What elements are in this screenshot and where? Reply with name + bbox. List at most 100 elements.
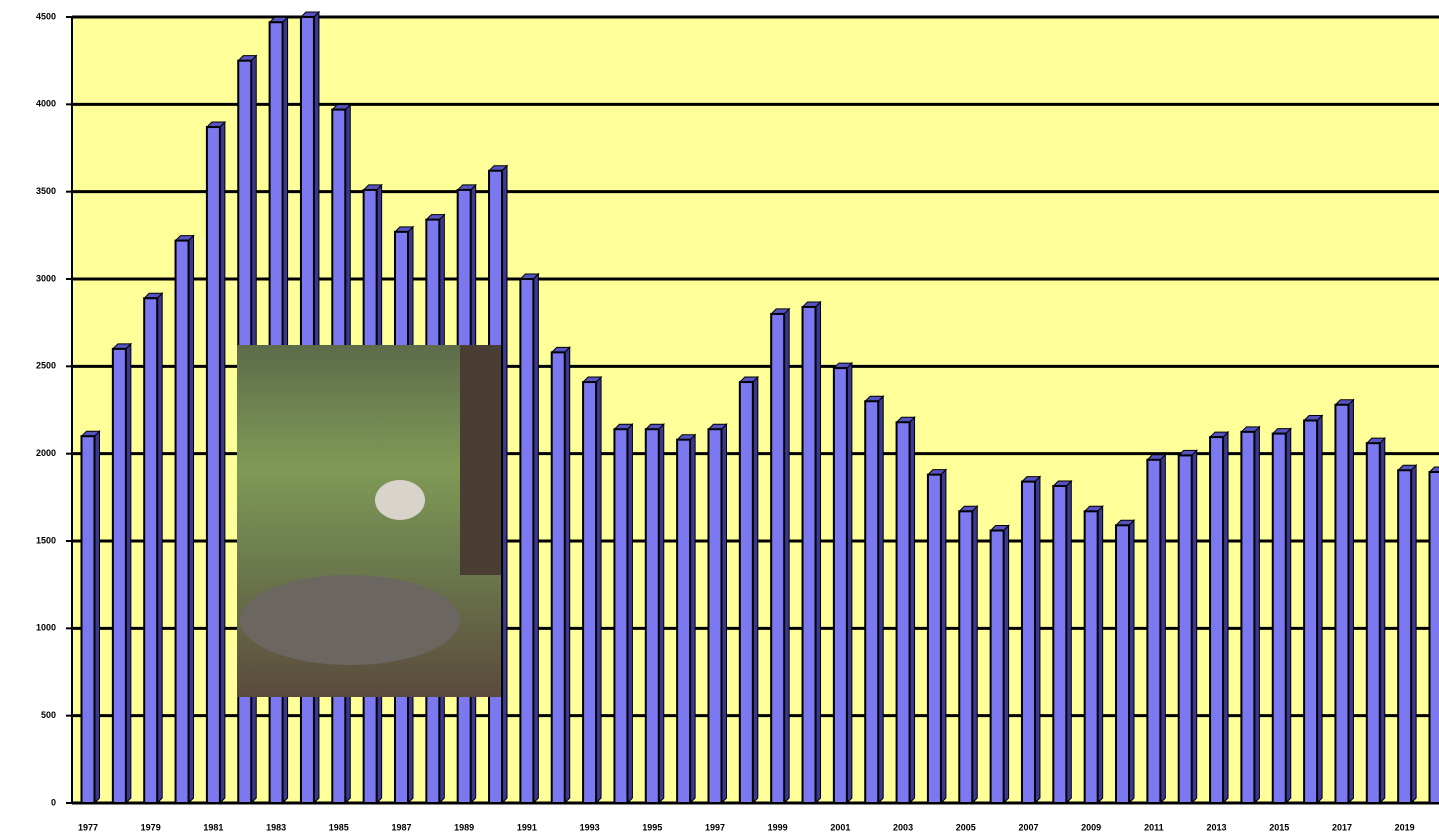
bar-group <box>738 375 760 805</box>
bar-group <box>581 375 603 805</box>
y-tick-label: 3000 <box>36 273 56 283</box>
x-tick-label: 2019 <box>1395 822 1415 832</box>
y-tick-label: 1500 <box>36 535 56 545</box>
bar <box>143 297 159 804</box>
y-tick-label: 4000 <box>36 99 56 109</box>
bar <box>1334 403 1350 804</box>
bar <box>1240 430 1256 804</box>
x-tick-label: 1987 <box>391 822 411 832</box>
x-tick-label: 1995 <box>642 822 662 832</box>
x-tick-label: 1993 <box>580 822 600 832</box>
bar-group <box>550 346 571 805</box>
bar-group <box>1146 453 1167 805</box>
x-tick-label: 1999 <box>768 822 788 832</box>
y-tick-label: 2000 <box>36 448 56 458</box>
bar-group <box>1365 436 1387 805</box>
bar-group <box>205 120 227 805</box>
bar-group <box>989 524 1010 805</box>
bar <box>1365 442 1381 804</box>
bar <box>1177 454 1193 804</box>
y-tick-label: 500 <box>41 710 56 720</box>
bar-group <box>958 505 979 805</box>
x-tick-label: 1989 <box>454 822 474 832</box>
bar <box>582 381 598 804</box>
photo-dog <box>375 480 425 520</box>
bar-group <box>111 342 133 805</box>
bar <box>707 428 723 804</box>
bar-group <box>926 468 948 805</box>
x-tick-label: 2003 <box>893 822 913 832</box>
bar <box>1209 436 1225 804</box>
bar-group <box>707 423 728 805</box>
bar-group <box>519 272 540 805</box>
bar <box>895 421 911 804</box>
x-tick-label: 2015 <box>1269 822 1289 832</box>
bar <box>174 239 190 805</box>
y-tick-label: 1000 <box>36 623 56 633</box>
bar-group <box>801 300 822 805</box>
bar <box>205 126 221 805</box>
bar-group <box>1020 475 1042 805</box>
x-tick-label: 1997 <box>705 822 725 832</box>
bar <box>832 367 848 804</box>
bar-group <box>80 429 101 805</box>
x-tick-label: 1985 <box>329 822 349 832</box>
bar <box>1146 458 1162 804</box>
bar-group <box>1271 427 1292 805</box>
y-tick-label: 2500 <box>36 361 56 371</box>
x-tick-label: 2011 <box>1144 822 1164 832</box>
bar <box>1083 510 1099 804</box>
bar-group <box>864 395 885 805</box>
bar-group <box>142 292 164 805</box>
bar <box>519 278 535 804</box>
bar-group <box>675 433 697 805</box>
x-tick-label: 2001 <box>830 822 850 832</box>
x-tick-label: 2017 <box>1332 822 1352 832</box>
bar-group <box>769 307 791 805</box>
bar-group <box>1208 430 1230 805</box>
bar-group <box>174 234 195 805</box>
bar <box>801 305 817 804</box>
bar <box>550 351 566 804</box>
bar <box>1303 419 1319 804</box>
bar-group <box>832 361 854 805</box>
x-tick-label: 1983 <box>266 822 286 832</box>
bar-group <box>1428 466 1439 804</box>
y-tick-label: 4500 <box>36 11 56 21</box>
bar-group <box>895 416 916 805</box>
bar-group <box>1240 425 1261 805</box>
bar-group <box>1114 519 1136 805</box>
bar <box>738 381 754 804</box>
bar <box>1052 484 1068 804</box>
bar-group <box>644 423 665 805</box>
x-tick-label: 2009 <box>1081 822 1101 832</box>
bar <box>676 438 692 804</box>
x-tick-label: 1991 <box>517 822 537 832</box>
photo-moose <box>240 575 460 665</box>
x-tick-label: 2007 <box>1018 822 1038 832</box>
bar <box>864 400 880 804</box>
bar <box>111 347 127 804</box>
bar <box>926 473 942 804</box>
bar <box>1271 432 1287 804</box>
bar <box>958 510 974 804</box>
bar <box>1115 524 1131 805</box>
bar-group <box>1177 449 1198 805</box>
bar <box>1020 480 1036 804</box>
bar <box>1428 471 1439 804</box>
photo <box>237 345 501 697</box>
x-tick-label: 1977 <box>78 822 98 832</box>
y-tick-label: 0 <box>51 797 56 807</box>
bar <box>644 428 660 804</box>
photo-tree <box>460 345 501 575</box>
y-tick-label: 3500 <box>36 186 56 196</box>
bar <box>613 428 629 804</box>
bar-group <box>1396 464 1418 805</box>
bar-group <box>1083 505 1104 805</box>
bar <box>1397 469 1413 804</box>
bar <box>989 529 1005 805</box>
x-tick-label: 1981 <box>203 822 223 832</box>
x-tick-label: 1979 <box>141 822 161 832</box>
bar <box>770 312 786 804</box>
